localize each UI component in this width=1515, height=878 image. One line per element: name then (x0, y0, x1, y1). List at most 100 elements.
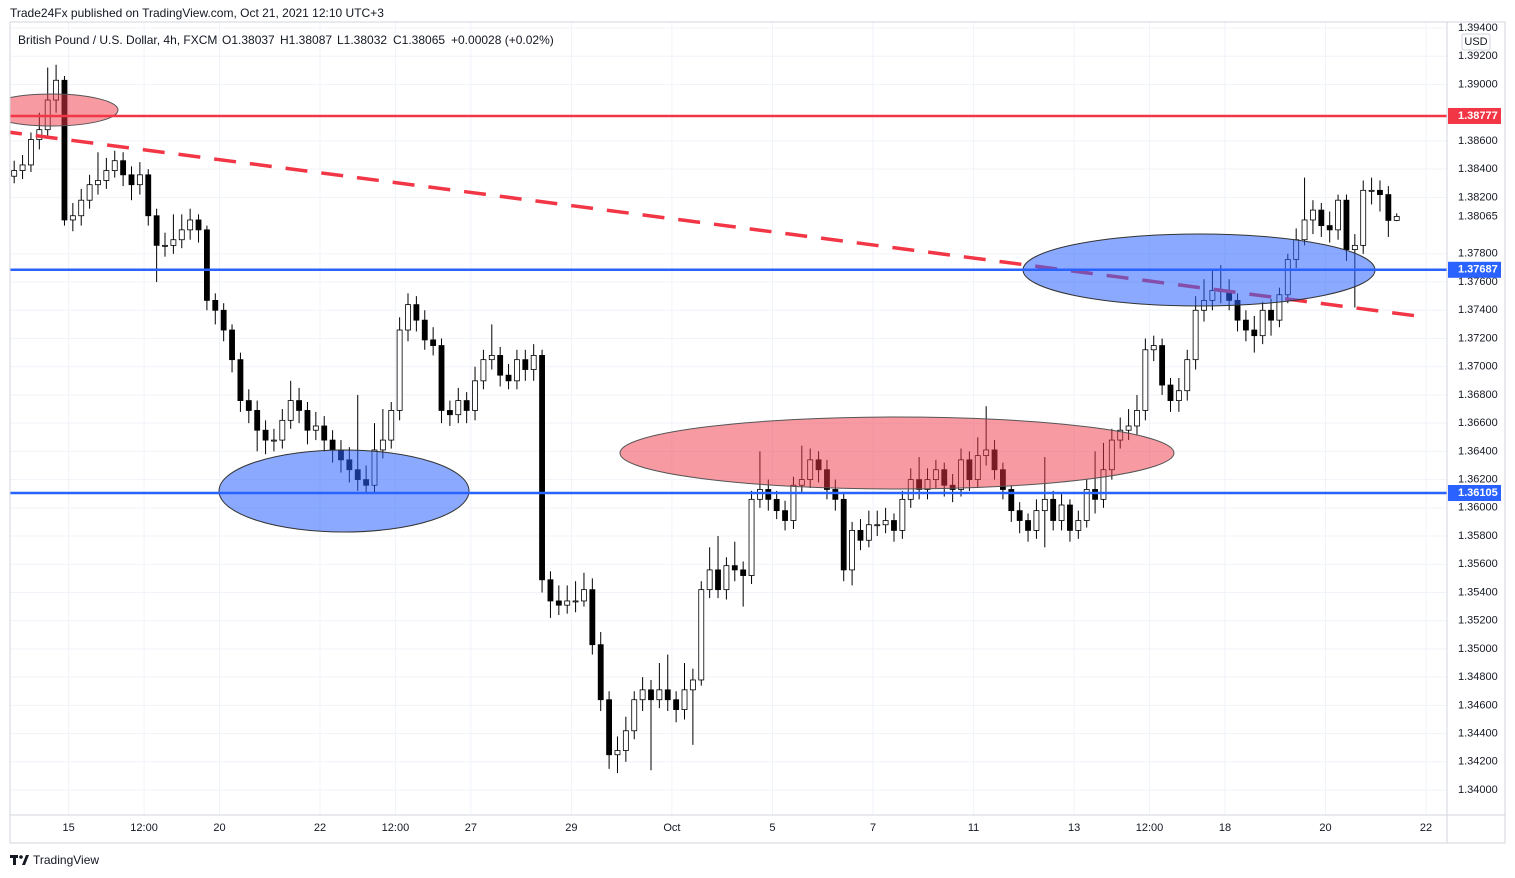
candle-body (748, 498, 755, 576)
candle-body (514, 359, 520, 382)
candle-body (195, 219, 202, 231)
candle-body (874, 524, 881, 527)
x-tick-label: 27 (465, 822, 477, 834)
candle-body (581, 589, 587, 602)
x-tick-label: 13 (1068, 822, 1080, 834)
price-label: 1.37687 (1458, 264, 1498, 276)
candle-body (698, 589, 705, 681)
candle-body (178, 229, 185, 241)
candle-body (388, 410, 395, 441)
candle-body (95, 180, 101, 186)
x-tick-label: 22 (314, 822, 326, 834)
candle-body (262, 429, 269, 441)
y-tick-label: 1.37800 (1458, 248, 1498, 260)
candle-body (597, 644, 604, 701)
candle-body (438, 345, 445, 411)
candle-body (162, 244, 168, 247)
currency-box (1461, 33, 1491, 51)
candle-body (472, 380, 478, 411)
y-tick-label: 1.34800 (1458, 671, 1498, 683)
y-tick-label: 1.36400 (1458, 445, 1498, 457)
candle-body (882, 520, 889, 526)
candle-body (28, 139, 34, 166)
candle-body (782, 510, 788, 521)
candle-body (555, 600, 562, 606)
candle-body (1058, 504, 1065, 521)
drawings (10, 93, 1426, 533)
candle-body (505, 374, 512, 382)
brand: TradingView (33, 853, 99, 867)
candle-body (1368, 189, 1375, 192)
candle-body (271, 439, 277, 442)
candle-body (740, 569, 747, 576)
x-tick-label: 12:00 (382, 822, 410, 834)
candle-body (488, 355, 495, 361)
candle-body (86, 184, 93, 201)
candle-body (773, 498, 780, 512)
candle-body (1033, 510, 1040, 531)
y-tick-label: 1.35800 (1458, 530, 1498, 542)
candle-body (564, 600, 571, 606)
candle-body (1377, 189, 1383, 195)
x-tick-label: 18 (1219, 822, 1231, 834)
candle-body (891, 520, 897, 531)
candle-body (1075, 520, 1082, 531)
candle-body (296, 400, 302, 411)
x-tick-label: 11 (968, 822, 979, 834)
candle-body (530, 355, 537, 370)
candle-body (522, 359, 529, 370)
candle-body (103, 170, 110, 181)
price-label-box (1448, 485, 1501, 502)
y-tick-label: 1.36600 (1458, 417, 1498, 429)
price-label: 1.36105 (1458, 487, 1498, 499)
candle-body (111, 160, 118, 171)
last-price-label: 1.38065 (1458, 210, 1498, 222)
candle-body (572, 600, 579, 603)
candle-body (631, 699, 638, 732)
candle-body (706, 569, 713, 591)
y-tick-label: 1.38200 (1458, 191, 1498, 203)
candle-body (715, 569, 721, 591)
candle-body (899, 498, 906, 531)
x-tick-label: 22 (1420, 822, 1432, 834)
candle-body (1067, 504, 1073, 531)
zone (619, 416, 1175, 490)
candle-body (1142, 349, 1149, 411)
candle-body (379, 439, 386, 451)
price-label-box (1448, 261, 1501, 278)
candle-body (279, 419, 286, 441)
candle-body (396, 329, 403, 411)
candle-body (212, 299, 219, 311)
candle-body (220, 309, 227, 331)
price-label-box (1448, 107, 1501, 124)
y-tick-label: 1.34200 (1458, 756, 1498, 768)
candle-body (1150, 345, 1157, 351)
candle-body (187, 219, 194, 231)
candle-body (589, 589, 596, 646)
frame (9, 21, 1506, 844)
y-tick-label: 1.35000 (1458, 643, 1498, 655)
candle-body (656, 689, 663, 701)
candle-body (639, 689, 646, 701)
candle-body (1351, 244, 1358, 250)
candle-body (497, 355, 504, 376)
y-tick-label: 1.38600 (1458, 135, 1498, 147)
y-tick-label: 1.39000 (1458, 78, 1498, 90)
candle-body (1393, 216, 1400, 221)
last-price-box (1448, 208, 1501, 225)
y-tick-label: 1.36000 (1458, 502, 1498, 514)
x-tick-label: 7 (870, 822, 876, 834)
candle-body (689, 679, 696, 691)
candle-body (849, 529, 856, 571)
candle-body (1092, 489, 1098, 500)
logo (10, 855, 29, 865)
candle-body (61, 79, 68, 221)
x-tick-label: 20 (1319, 822, 1331, 834)
candle-body (203, 229, 210, 301)
candle-body (430, 339, 437, 346)
axes: 1.34000 1.34200 1.34400 1.34600 1.34800 1.350… (63, 22, 1501, 834)
symbol: British Pound / U.S. Dollar, 4h, FXCM (18, 33, 217, 47)
candle-body (547, 579, 554, 602)
candle-body (254, 410, 261, 431)
y-tick-label: 1.36800 (1458, 389, 1498, 401)
